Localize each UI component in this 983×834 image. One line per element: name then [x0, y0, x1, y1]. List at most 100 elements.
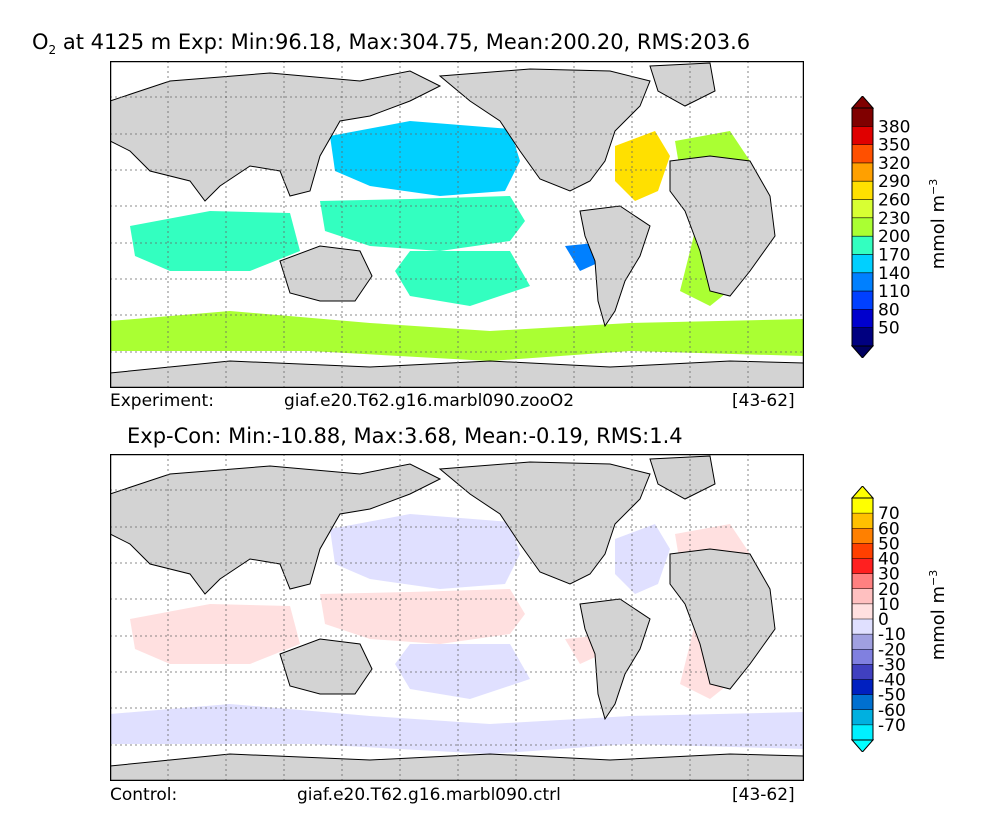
top-colorbar-tick-label: 230: [878, 209, 910, 229]
top-colorbar-tick-label: 170: [878, 245, 910, 265]
top-colorbar-segment: [852, 236, 873, 255]
bottom-map-frame: [110, 454, 804, 781]
bottom-colorbar-tick-label: 40: [878, 550, 900, 570]
top-colorbar-tick-label: 50: [878, 319, 900, 339]
bottom-colorbar-tick-label: 60: [878, 519, 900, 539]
region-southern-ocean: [110, 704, 804, 754]
bottom-colorbar-tick-label: -20: [878, 640, 906, 660]
top-map: [110, 61, 804, 388]
top-colorbar-tick-label: 290: [878, 172, 910, 192]
region-north-atlantic: [615, 131, 670, 201]
bottom-colorbar-unit-label: mmol m−3: [927, 555, 949, 675]
bottom-colorbar-tick-label: 0: [878, 610, 889, 630]
bottom-colorbar-segment: [852, 694, 873, 711]
region-equatorial-pacific: [320, 196, 525, 251]
bottom-map: [110, 454, 804, 781]
top-colorbar-unit-text: mmol m: [928, 194, 949, 270]
land-eurasia: [110, 70, 442, 202]
bottom-colorbar-tick-label: 10: [878, 595, 900, 615]
region-indian-ocean: [130, 604, 300, 664]
land-eurasia: [110, 463, 442, 595]
top-title-species-subscript: 2: [48, 43, 57, 58]
land-africa: [669, 155, 776, 297]
top-colorbar-tick-label: 110: [878, 282, 910, 302]
top-colorbar-tick-label: 200: [878, 227, 910, 247]
land-north-america: [438, 461, 651, 585]
bottom-colorbar-segment: [852, 543, 873, 559]
region-indian-ocean: [130, 211, 300, 271]
region-south-pacific: [395, 644, 530, 699]
bottom-colorbar-segment: [852, 634, 873, 650]
top-colorbar-segment: [852, 272, 873, 292]
bottom-colorbar-tick-label: 20: [878, 580, 900, 600]
bottom-colorbar-segment: [852, 588, 873, 605]
control-years: [43-62]: [732, 785, 795, 805]
experiment-case-name: giaf.e20.T62.g16.marbl090.zooO2: [284, 391, 575, 411]
top-colorbar-tick-label: 380: [878, 117, 910, 137]
experiment-years: [43-62]: [732, 391, 795, 411]
top-colorbar-segment: [852, 144, 873, 164]
region-north-atlantic: [615, 524, 670, 594]
land-antarctica: [110, 360, 804, 388]
top-colorbar-under-extension: [850, 345, 875, 358]
bottom-colorbar-tick-label: -50: [878, 686, 906, 706]
land-greenland: [649, 62, 716, 107]
top-colorbar-tick-label: 260: [878, 191, 910, 211]
top-colorbar-segment: [852, 217, 873, 237]
bottom-colorbar-segment: [852, 603, 873, 620]
top-map-gridlines: [110, 61, 804, 388]
bottom-colorbar-segment: [852, 498, 873, 514]
bottom-colorbar-tick-label: -60: [878, 701, 906, 721]
top-colorbar-tick-label: 80: [878, 300, 900, 320]
bottom-colorbar-tick-label: 30: [878, 565, 900, 585]
top-colorbar-frame: [851, 107, 874, 347]
bottom-colorbar-tick-label: 50: [878, 534, 900, 554]
region-north-pacific: [330, 514, 520, 589]
top-colorbar-segment: [852, 291, 873, 310]
bottom-colorbar-segment: [852, 664, 873, 680]
control-case-name: giaf.e20.T62.g16.marbl090.ctrl: [297, 785, 561, 805]
top-colorbar-tick-label: 320: [878, 154, 910, 174]
region-equatorial-pacific: [320, 589, 525, 644]
bottom-map-ocean-fields: [110, 514, 804, 754]
bottom-colorbar-under-extension: [850, 739, 875, 752]
land-south-america: [579, 598, 651, 721]
region-southern-ocean: [110, 311, 804, 361]
top-colorbar-segment: [852, 327, 873, 347]
bottom-colorbar-segment: [852, 513, 873, 529]
top-map-frame: [110, 61, 804, 388]
top-title-stats: at 4125 m Exp: Min:96.18, Max:304.75, Me…: [56, 30, 751, 54]
top-colorbar-segment: [852, 126, 873, 146]
top-colorbar-segment: [852, 254, 873, 274]
region-south-pacific: [395, 251, 530, 306]
experiment-label: Experiment:: [110, 391, 214, 411]
top-colorbar-tick-label: 350: [878, 136, 910, 156]
top-colorbar-segment: [852, 108, 873, 127]
bottom-colorbar-segment: [852, 649, 873, 665]
bottom-map-land: [110, 455, 804, 781]
top-map-title: O2 at 4125 m Exp: Min:96.18, Max:304.75,…: [32, 30, 750, 57]
control-label: Control:: [110, 785, 178, 805]
bottom-colorbar-segment: [852, 528, 873, 544]
top-colorbar-segment: [852, 199, 873, 219]
bottom-map-title: Exp-Con: Min:-10.88, Max:3.68, Mean:-0.1…: [127, 424, 683, 448]
land-north-america: [438, 68, 651, 192]
bottom-colorbar-unit-text: mmol m: [928, 585, 949, 661]
bottom-colorbar-tick-label: 70: [878, 504, 900, 524]
top-colorbar-segment: [852, 181, 873, 201]
land-antarctica: [110, 753, 804, 781]
region-north-pacific: [330, 121, 520, 196]
land-australia: [279, 245, 373, 302]
bottom-colorbar-tick-label: -10: [878, 625, 906, 645]
bottom-colorbar-tick-label: -70: [878, 716, 906, 736]
bottom-colorbar-over-extension: [850, 486, 875, 499]
land-australia: [279, 638, 373, 695]
top-colorbar-segment: [852, 309, 873, 329]
bottom-map-gridlines: [110, 454, 804, 781]
bottom-colorbar-tick-label: -40: [878, 671, 906, 691]
top-colorbar-tick-label: 140: [878, 264, 910, 284]
top-colorbar-unit-label: mmol m−3: [927, 164, 949, 284]
land-africa: [669, 548, 776, 690]
